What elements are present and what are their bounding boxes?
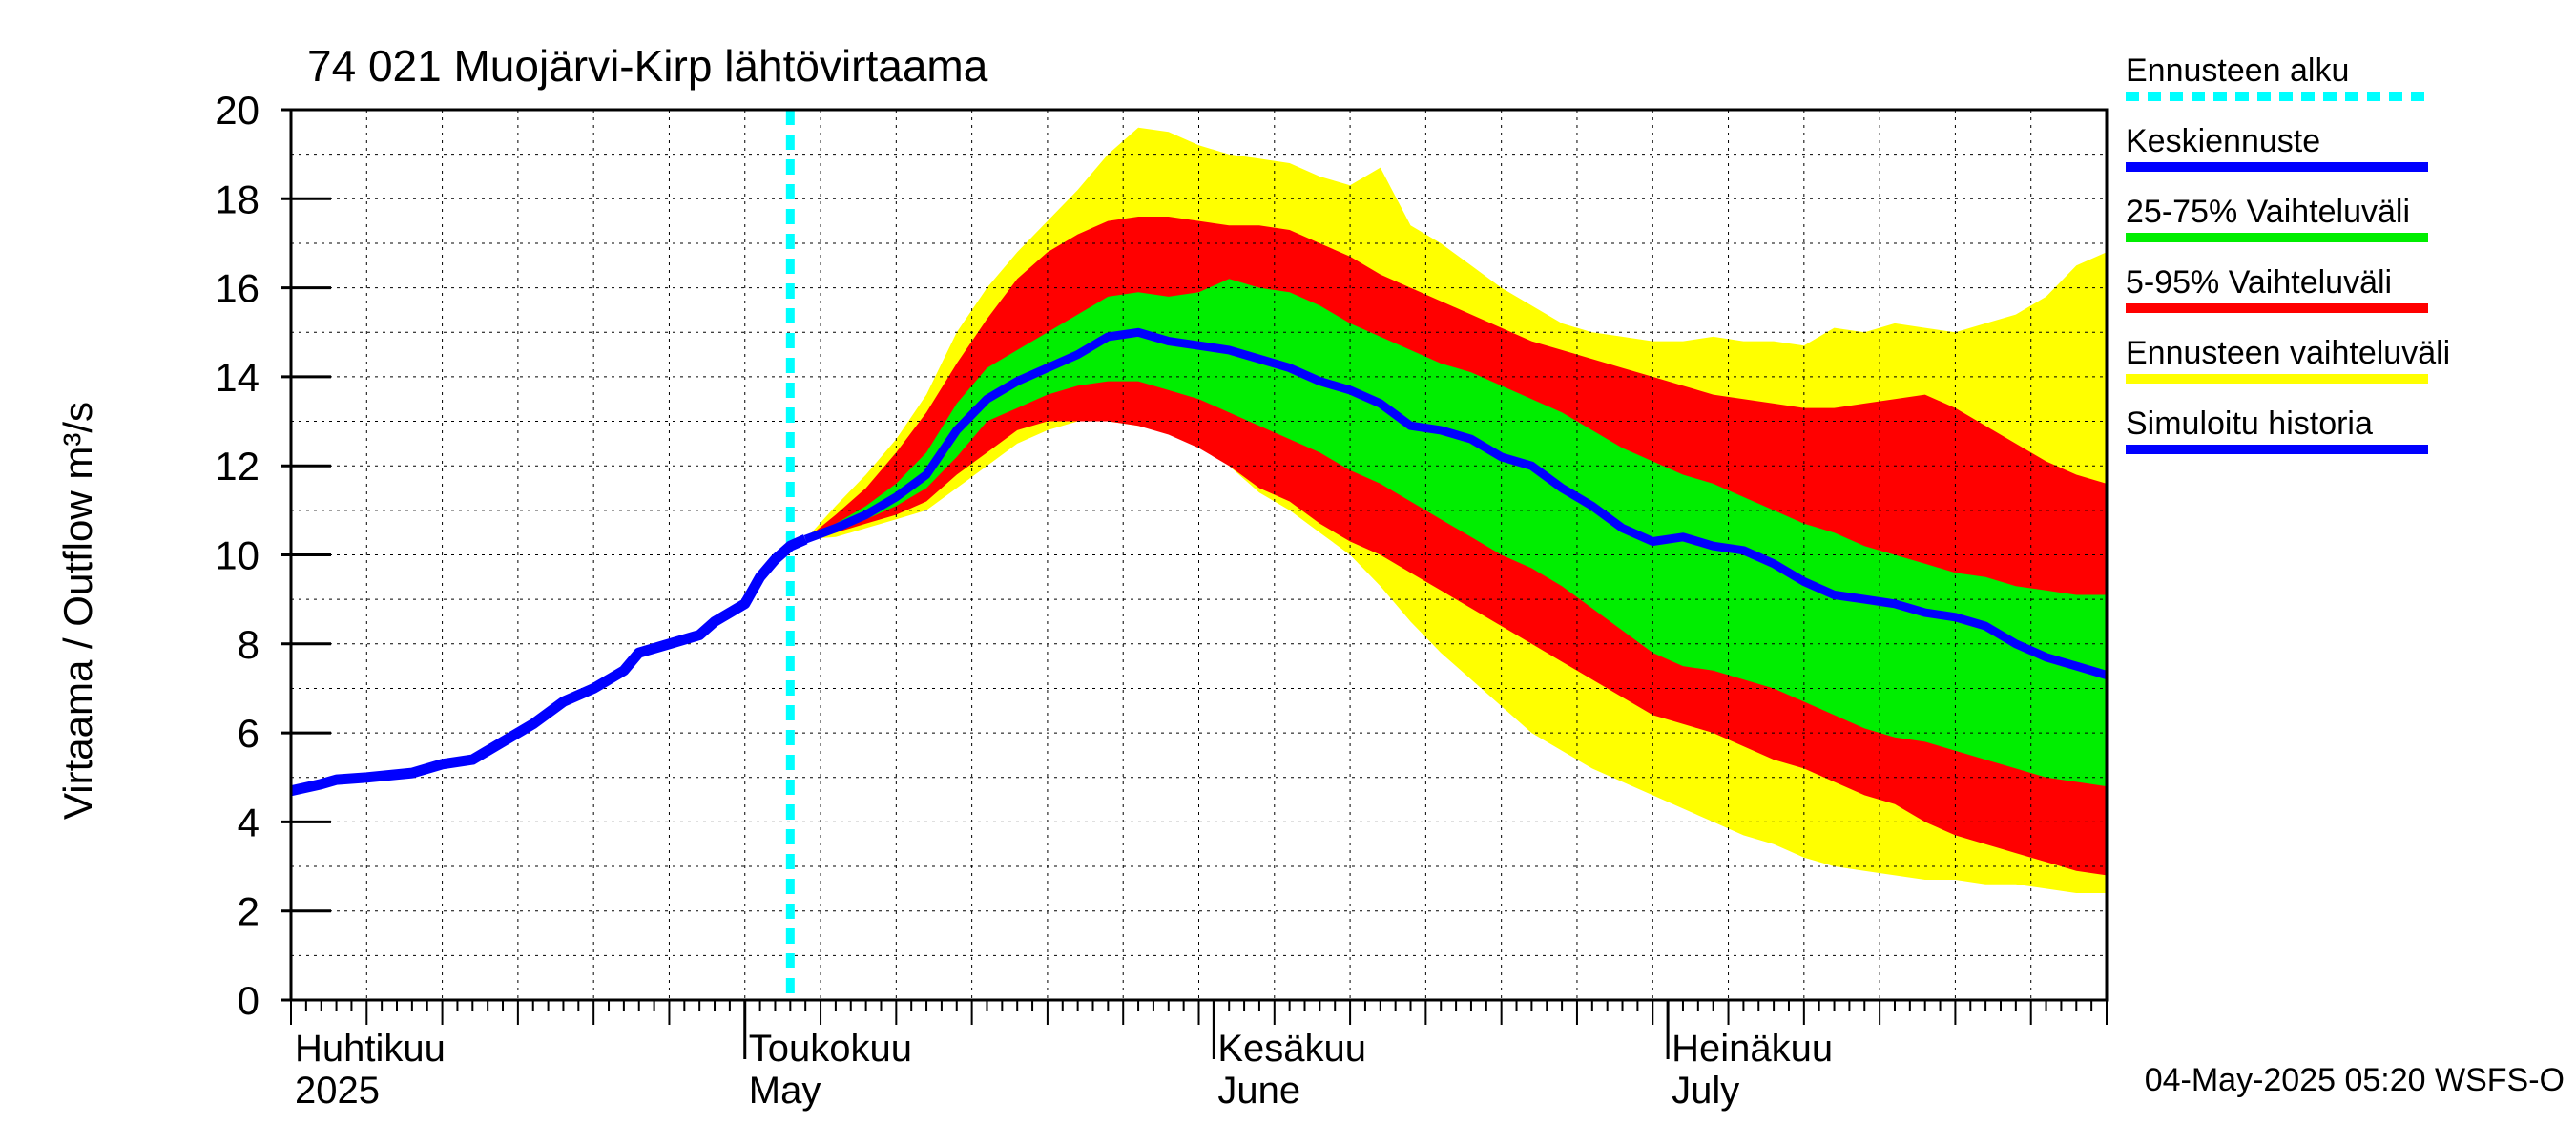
simulated-history-line (289, 534, 808, 797)
legend: Ennusteen alku Keskiennuste 25-75% Vaihtel… (2126, 52, 2450, 454)
legend-label: 5-95% Vaihteluväli (2126, 264, 2392, 301)
month-label-en: July (1672, 1070, 1739, 1112)
legend-label: Keskiennuste (2126, 123, 2320, 159)
y-tick-label: 8 (238, 622, 260, 667)
band-25-75-range (805, 279, 2108, 787)
y-tick-label: 6 (238, 711, 260, 756)
y-tick-label: 16 (215, 266, 260, 311)
month-label-fi: Kesäkuu (1217, 1028, 1366, 1070)
y-tick-label: 0 (238, 978, 260, 1023)
forecast-bands (805, 127, 2108, 893)
legend-label: Ennusteen alku (2126, 52, 2349, 89)
legend-label: 25-75% Vaihteluväli (2126, 194, 2410, 230)
y-tick-label: 18 (215, 177, 260, 221)
month-label-fi: Heinäkuu (1672, 1028, 1833, 1070)
month-label-en: June (1217, 1070, 1300, 1112)
footer-timestamp: 04-May-2025 05:20 WSFS-O (2145, 1062, 2565, 1098)
y-tick-label: 4 (238, 800, 260, 844)
month-label-fi: Toukokuu (749, 1028, 912, 1070)
legend-label: Ennusteen vaihteluväli (2126, 335, 2450, 371)
y-tick-label: 12 (215, 444, 260, 489)
y-tick-label: 14 (215, 355, 260, 400)
month-label-en: May (749, 1070, 821, 1112)
y-tick-label: 20 (215, 88, 260, 133)
chart-title: 74 021 Muojärvi-Kirp lähtövirtaama (307, 41, 988, 91)
month-label-fi: Huhtikuu (295, 1028, 446, 1070)
grid-lines (291, 110, 2107, 1000)
legend-label: Simuloitu historia (2126, 406, 2373, 442)
y-tick-label: 2 (238, 889, 260, 934)
x-axis-ticks (290, 1000, 2108, 1025)
month-label-en: 2025 (295, 1070, 380, 1112)
y-tick-label: 10 (215, 533, 260, 578)
y-axis-label: Virtaama / Outflow m³/s (55, 402, 100, 820)
y-axis-ticks: 0 2 4 6 8 10 12 14 16 18 20 (215, 88, 331, 1023)
median-forecast-line (803, 327, 2109, 679)
